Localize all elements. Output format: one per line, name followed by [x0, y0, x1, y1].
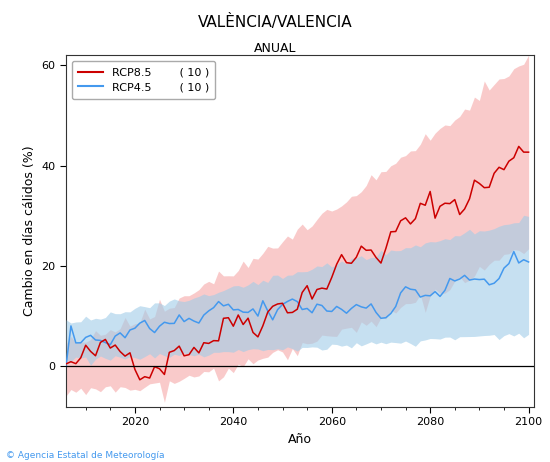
Text: VALÈNCIA/VALENCIA: VALÈNCIA/VALENCIA [197, 14, 353, 30]
Legend: RCP8.5        ( 10 ), RCP4.5        ( 10 ): RCP8.5 ( 10 ), RCP4.5 ( 10 ) [72, 61, 216, 99]
Text: © Agencia Estatal de Meteorología: © Agencia Estatal de Meteorología [6, 451, 164, 460]
Y-axis label: Cambio en días cálidos (%): Cambio en días cálidos (%) [23, 146, 36, 316]
X-axis label: Año: Año [288, 432, 312, 445]
Text: ANUAL: ANUAL [254, 42, 296, 55]
